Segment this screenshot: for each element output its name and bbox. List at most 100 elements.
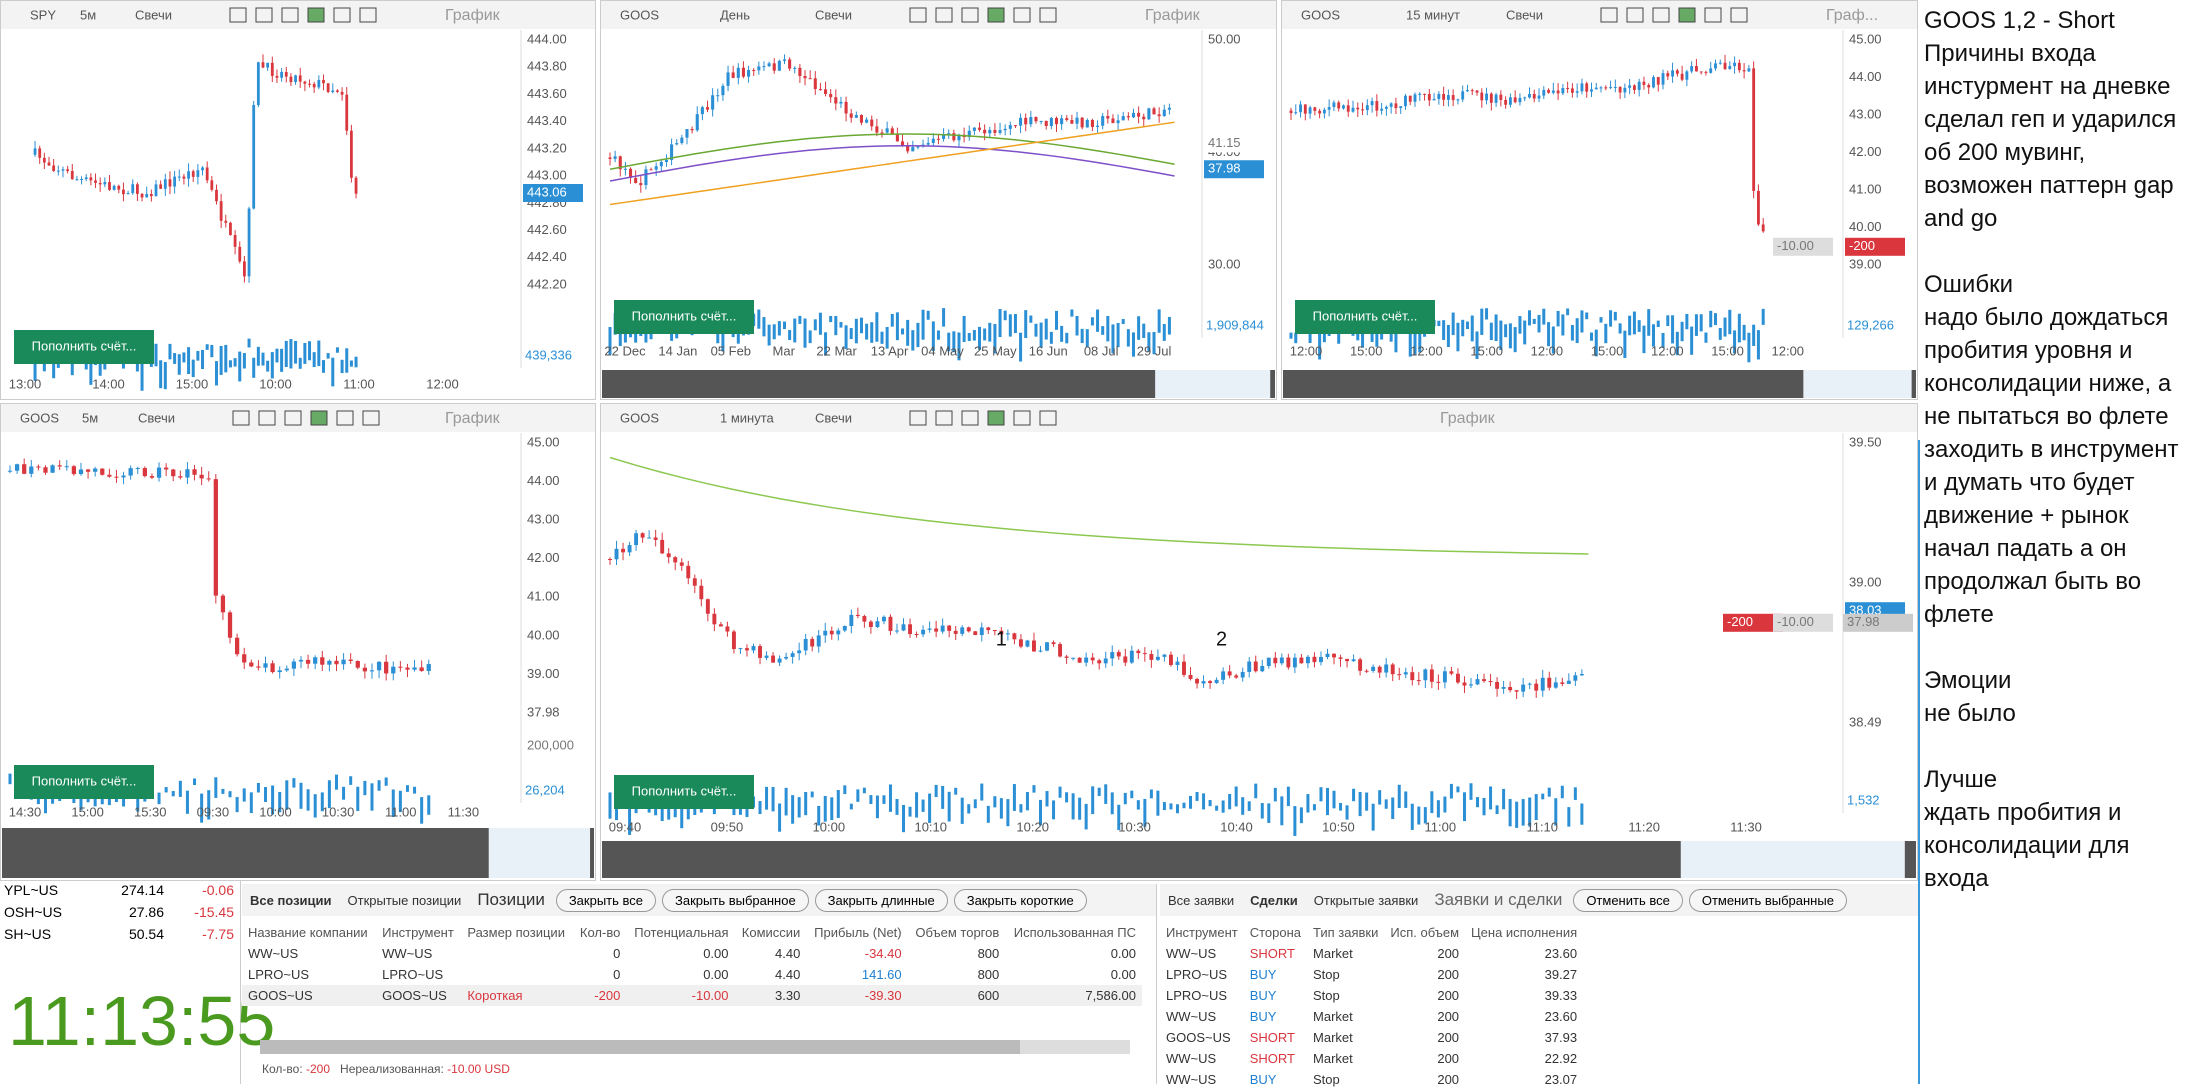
volume-label: 129,266	[1847, 317, 1894, 332]
toolbar-icon[interactable]	[310, 410, 328, 426]
toolbar-icon[interactable]	[333, 7, 351, 23]
toolbar-field[interactable]: День	[720, 7, 750, 22]
volume-bar	[1709, 310, 1713, 328]
volume-bar	[173, 353, 177, 364]
candle-body	[1488, 681, 1493, 683]
x-tick-label: 10:30	[322, 804, 355, 819]
x-tick-label: 11:20	[1628, 819, 1660, 834]
deposit-button[interactable]	[614, 300, 754, 334]
note-line: не пытаться во флете	[1924, 403, 2169, 430]
button[interactable]: Закрыть выбранное	[662, 888, 809, 912]
toolbar-field[interactable]: Свечи	[815, 7, 852, 22]
toolbar-icon[interactable]	[935, 7, 953, 23]
toolbar-field[interactable]: Свечи	[1506, 7, 1543, 22]
volume-bar	[1117, 804, 1121, 830]
toolbar-icon[interactable]	[255, 7, 273, 23]
button[interactable]: Закрыть длинные	[814, 888, 948, 912]
toolbar-field[interactable]: 15 минут	[1406, 7, 1460, 22]
deposit-button[interactable]	[14, 765, 154, 799]
volume-bar	[916, 322, 920, 348]
volume-bar	[888, 784, 892, 812]
quote-cell: -7.75	[202, 926, 234, 942]
candle-body	[1513, 97, 1517, 103]
tab[interactable]: Сделки	[1250, 892, 1298, 908]
toolbar-field[interactable]: Свечи	[138, 410, 175, 425]
toolbar-field[interactable]: Свечи	[815, 410, 852, 425]
tab[interactable]: Все позиции	[250, 892, 332, 908]
toolbar-field[interactable]: GOOS	[20, 410, 59, 425]
clock: 11:13:55	[8, 982, 276, 1060]
candle-body	[277, 670, 282, 673]
volume-bar	[1580, 803, 1584, 825]
deposit-button[interactable]	[1295, 300, 1435, 334]
candle-body	[1462, 682, 1467, 686]
candle-body	[1129, 650, 1134, 663]
toolbar-icon[interactable]	[307, 7, 325, 23]
toolbar-field[interactable]: 1 минута	[720, 410, 775, 425]
toolbar-icon[interactable]	[1039, 410, 1057, 426]
toolbar-icon[interactable]	[281, 7, 299, 23]
volume-label: 26,204	[525, 782, 565, 797]
toolbar-icon[interactable]	[1626, 7, 1644, 23]
toolbar-icon[interactable]	[359, 7, 377, 23]
candle-body	[705, 107, 710, 110]
x-tick-label: 13:00	[9, 376, 42, 391]
deposit-button[interactable]	[614, 775, 754, 809]
toolbar-icon[interactable]	[909, 7, 927, 23]
toolbar-icon[interactable]	[1013, 7, 1031, 23]
tab[interactable]: Все заявки	[1168, 892, 1235, 908]
toolbar-icon[interactable]	[229, 7, 247, 23]
candle-body	[1380, 108, 1384, 111]
button[interactable]: Отменить все	[1573, 888, 1683, 912]
candle-body	[196, 170, 200, 177]
toolbar-field[interactable]: 5м	[80, 7, 96, 22]
volume-bar	[1273, 787, 1277, 802]
toolbar-icon[interactable]	[1678, 7, 1696, 23]
toolbar-icon[interactable]	[935, 410, 953, 426]
chart-title: График	[1440, 410, 1496, 427]
candle-body	[992, 630, 997, 632]
candle-body	[1704, 71, 1708, 73]
candle-body	[931, 138, 935, 143]
candle-body	[1389, 103, 1393, 107]
candle-body	[1470, 90, 1474, 92]
toolbar-icon[interactable]	[961, 7, 979, 23]
button[interactable]: Закрыть короткие	[953, 888, 1087, 912]
toolbar-icon[interactable]	[1013, 410, 1031, 426]
toolbar-icon[interactable]	[284, 410, 302, 426]
x-tick-label: 05 Feb	[711, 343, 751, 358]
toolbar-icon[interactable]	[362, 410, 380, 426]
candle-body	[391, 666, 396, 674]
toolbar-icon[interactable]	[987, 7, 1005, 23]
toolbar-icon[interactable]	[1730, 7, 1748, 23]
toolbar-icon[interactable]	[232, 410, 250, 426]
tab[interactable]: Открытые заявки	[1313, 892, 1419, 908]
table-cell: Market	[1313, 1030, 1353, 1045]
toolbar-icon[interactable]	[1652, 7, 1670, 23]
toolbar-icon[interactable]	[1039, 7, 1057, 23]
y-tick-label: 442.20	[527, 276, 567, 291]
toolbar-icon[interactable]	[336, 410, 354, 426]
toolbar-icon[interactable]	[1600, 7, 1618, 23]
button[interactable]: Закрыть все	[555, 888, 657, 912]
volume-bar	[993, 324, 997, 354]
toolbar-field[interactable]: SPY	[30, 7, 56, 22]
volume-bar	[1371, 803, 1375, 831]
toolbar-field[interactable]: GOOS	[1301, 7, 1340, 22]
tab[interactable]: Открытые позиции	[347, 892, 462, 908]
toolbar-icon[interactable]	[1704, 7, 1722, 23]
toolbar-field[interactable]: Свечи	[135, 7, 172, 22]
toolbar-field[interactable]: 5м	[82, 410, 98, 425]
deposit-button[interactable]	[14, 330, 154, 364]
toolbar-icon[interactable]	[258, 410, 276, 426]
volume-bar	[988, 322, 992, 342]
toolbar-field[interactable]: GOOS	[620, 7, 659, 22]
volume-bar	[608, 327, 612, 355]
toolbar-field[interactable]: GOOS	[620, 410, 659, 425]
toolbar-icon[interactable]	[987, 410, 1005, 426]
button[interactable]: Отменить выбранные	[1688, 888, 1847, 912]
x-tick-label: Mar	[773, 343, 796, 358]
toolbar-icon[interactable]	[961, 410, 979, 426]
toolbar-icon[interactable]	[909, 410, 927, 426]
candle-body	[836, 630, 841, 635]
